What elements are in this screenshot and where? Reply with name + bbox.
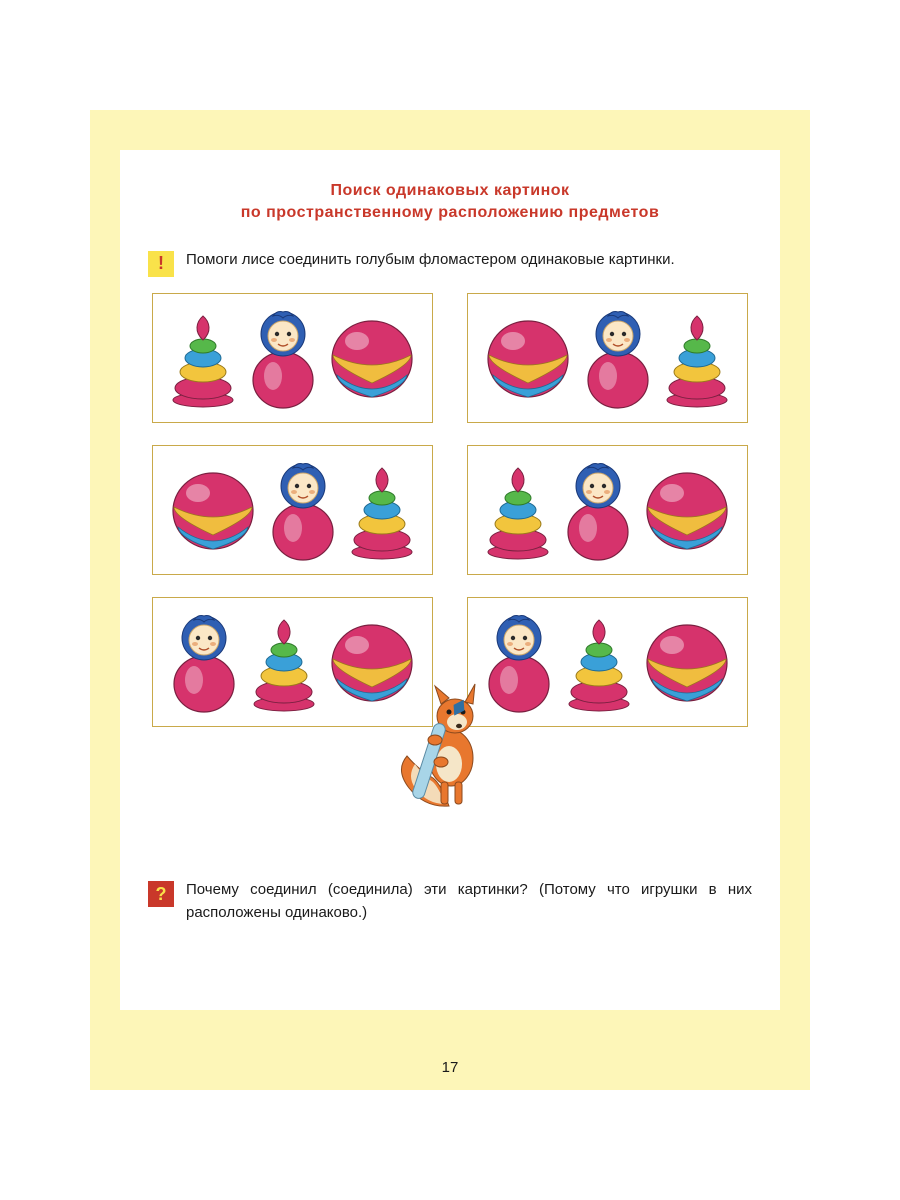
card-1 [152, 293, 433, 423]
doll-icon [267, 458, 339, 562]
workbook-page: Поиск одинаковых картинок по пространств… [90, 110, 810, 1090]
task-question: ? Почему соединил (соединила) эти картин… [148, 879, 752, 924]
page-number: 17 [90, 1059, 810, 1076]
exclamation-badge-icon: ! [148, 251, 174, 277]
ball-icon [642, 619, 732, 705]
doll-icon [247, 306, 319, 410]
card-2 [467, 293, 748, 423]
page-title: Поиск одинаковых картинок по пространств… [148, 180, 752, 225]
ball-icon [642, 467, 732, 553]
task-question-text: Почему соединил (соединила) эти картинки… [186, 879, 752, 924]
pyramid-icon [483, 460, 553, 560]
ball-icon [327, 315, 417, 401]
fox-illustration [385, 662, 515, 812]
pyramid-icon [249, 612, 319, 712]
title-line-1: Поиск одинаковых картинок [148, 180, 752, 202]
pyramid-icon [168, 308, 238, 408]
title-line-2: по пространственному расположению предме… [148, 202, 752, 224]
ball-icon [168, 467, 258, 553]
card-3 [152, 445, 433, 575]
doll-icon [562, 458, 634, 562]
pyramid-icon [564, 612, 634, 712]
ball-icon [483, 315, 573, 401]
doll-icon [168, 610, 240, 714]
content-area: Поиск одинаковых картинок по пространств… [120, 150, 780, 1010]
task-instruction-text: Помоги лисе соединить голубым фломастеро… [186, 249, 675, 272]
pyramid-icon [662, 308, 732, 408]
pyramid-icon [347, 460, 417, 560]
question-badge-icon: ? [148, 881, 174, 907]
doll-icon [582, 306, 654, 410]
task-instruction: ! Помоги лисе соединить голубым фломасте… [148, 249, 752, 277]
card-4 [467, 445, 748, 575]
